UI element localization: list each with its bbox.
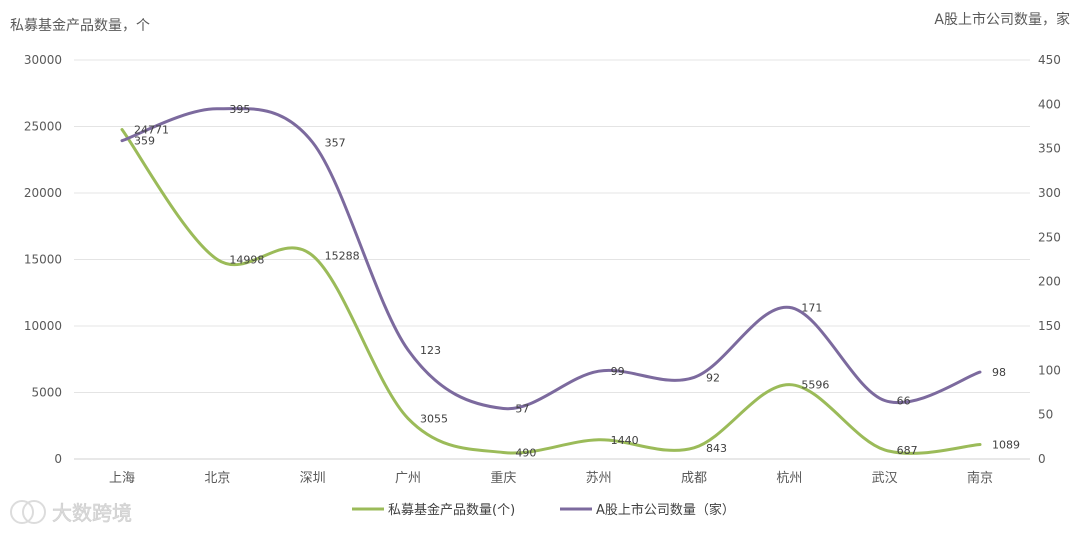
x-tick-label: 南京 <box>967 470 993 486</box>
data-label: 92 <box>706 371 720 384</box>
right-tick-label: 350 <box>1038 142 1061 156</box>
data-label: 5596 <box>801 379 829 392</box>
data-label: 57 <box>515 402 529 415</box>
x-tick-label: 成都 <box>681 471 707 486</box>
right-axis-title: A股上市公司数量，家 <box>934 11 1070 28</box>
legend-label-series-1: 私募基金产品数量(个) <box>388 502 515 518</box>
watermark: 大数跨境 <box>11 501 132 525</box>
x-tick-label: 深圳 <box>300 471 326 486</box>
data-label: 99 <box>611 365 625 378</box>
watermark-text: 大数跨境 <box>52 501 132 525</box>
left-tick-label: 20000 <box>24 186 62 200</box>
data-label: 490 <box>515 446 536 459</box>
data-label: 123 <box>420 344 441 357</box>
data-label: 66 <box>897 394 911 407</box>
data-label: 357 <box>325 136 346 149</box>
x-tick-label: 苏州 <box>586 470 612 486</box>
data-label: 1089 <box>992 439 1020 452</box>
x-tick-label: 武汉 <box>872 471 898 486</box>
left-y-axis: 0 5000 10000 15000 20000 25000 30000 <box>24 53 62 466</box>
data-label: 14998 <box>229 254 264 267</box>
data-label: 359 <box>134 135 155 148</box>
right-tick-label: 50 <box>1038 408 1053 422</box>
x-tick-label: 上海 <box>109 471 135 486</box>
legend-label-series-2: A股上市公司数量（家） <box>596 502 735 518</box>
data-label: 171 <box>801 301 822 314</box>
left-axis-title: 私募基金产品数量，个 <box>10 17 150 34</box>
right-tick-label: 200 <box>1038 275 1061 289</box>
data-label: 3055 <box>420 412 448 425</box>
right-tick-label: 250 <box>1038 230 1061 244</box>
right-tick-label: 450 <box>1038 53 1061 67</box>
right-tick-label: 0 <box>1038 452 1046 466</box>
data-label: 687 <box>897 444 918 457</box>
left-tick-label: 25000 <box>24 120 62 134</box>
data-label: 98 <box>992 366 1006 379</box>
left-tick-label: 0 <box>54 452 62 466</box>
series-line-1 <box>122 130 980 454</box>
data-label: 395 <box>229 103 250 116</box>
x-tick-label: 杭州 <box>776 471 802 486</box>
left-tick-label: 5000 <box>31 386 62 400</box>
left-tick-label: 10000 <box>24 319 62 333</box>
right-tick-label: 300 <box>1038 186 1061 200</box>
left-tick-label: 30000 <box>24 53 62 67</box>
right-tick-label: 100 <box>1038 363 1061 377</box>
right-y-axis: 0 50 100 150 200 250 300 350 400 450 <box>1038 53 1061 466</box>
legend: 私募基金产品数量(个) A股上市公司数量（家） <box>352 502 735 518</box>
right-tick-label: 150 <box>1038 319 1061 333</box>
data-label: 15288 <box>325 250 360 263</box>
x-axis: 上海 北京 深圳 广州 重庆 苏州 成都 杭州 武汉 南京 <box>74 459 1030 486</box>
left-tick-label: 15000 <box>24 253 62 267</box>
right-tick-label: 400 <box>1038 97 1061 111</box>
data-label: 843 <box>706 442 727 455</box>
x-tick-label: 北京 <box>204 471 230 486</box>
x-tick-label: 广州 <box>395 471 421 486</box>
data-label: 1440 <box>611 434 639 447</box>
x-tick-label: 重庆 <box>490 470 516 486</box>
series-lines <box>122 109 980 454</box>
watermark-logo-icon <box>11 501 45 523</box>
